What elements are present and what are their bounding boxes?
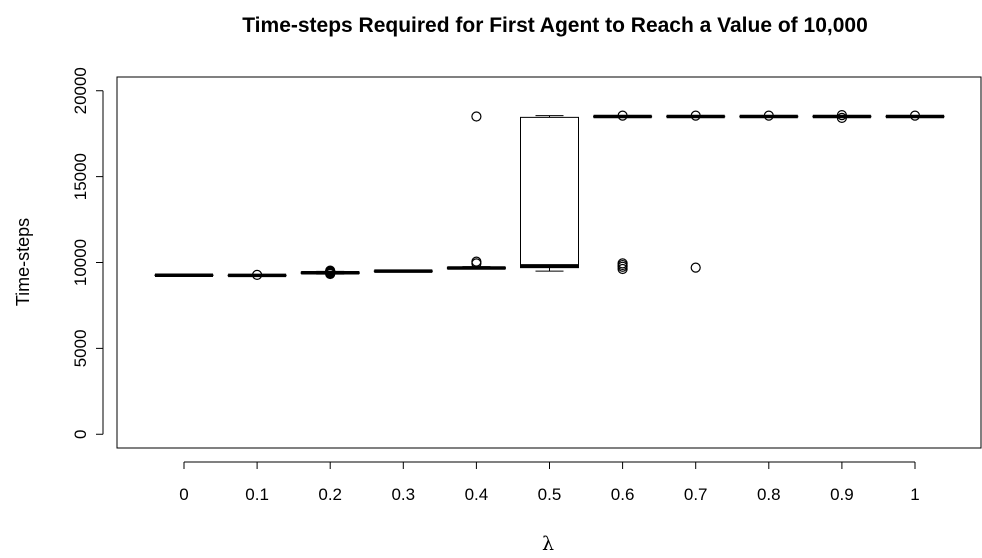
x-tick-label: 0.4 xyxy=(465,485,489,504)
x-tick-label: 0 xyxy=(179,485,188,504)
box-0.9 xyxy=(812,110,872,123)
x-axis: 0 0.1 0.2 0.3 0.4 0.5 0.6 0.7 0.8 0.9 1 xyxy=(179,461,920,504)
box-0 xyxy=(154,273,214,277)
y-tick-label: 5000 xyxy=(71,329,90,367)
y-tick-label: 10000 xyxy=(71,239,90,286)
box-0.7 xyxy=(666,110,726,273)
outlier-point xyxy=(471,111,482,122)
x-tick-label: 0.9 xyxy=(830,485,854,504)
box-0.5 xyxy=(520,115,579,272)
iqr-box xyxy=(520,116,579,269)
plot-area xyxy=(116,76,982,449)
x-axis-label: λ xyxy=(542,533,554,555)
outlier-point xyxy=(836,112,848,123)
y-axis: 0 5000 10000 15000 20000 xyxy=(71,67,104,439)
box-0.6 xyxy=(593,110,653,275)
box-0.2 xyxy=(300,265,360,280)
box-0.8 xyxy=(739,110,799,121)
x-tick-label: 1 xyxy=(910,485,919,504)
outlier-point xyxy=(617,110,628,121)
x-tick-label: 0.8 xyxy=(757,485,781,504)
outlier-point xyxy=(690,110,701,121)
outlier-point xyxy=(325,265,336,276)
outlier-point xyxy=(836,110,848,121)
y-tick-label: 20000 xyxy=(71,67,90,114)
chart-title: Time-steps Required for First Agent to R… xyxy=(242,14,868,37)
y-tick-label: 0 xyxy=(71,430,90,439)
x-tick-label: 0.3 xyxy=(391,485,415,504)
x-tick-label: 0.7 xyxy=(684,485,708,504)
x-tick-label: 0.6 xyxy=(611,485,635,504)
box-1 xyxy=(885,110,945,121)
y-tick-label: 15000 xyxy=(71,153,90,200)
box-0.4 xyxy=(446,111,506,270)
box-0.3 xyxy=(373,269,433,273)
x-tick-label: 0.5 xyxy=(538,485,562,504)
x-tick-label: 0.1 xyxy=(245,485,269,504)
outlier-point xyxy=(763,110,774,121)
x-tick-label: 0.2 xyxy=(318,485,342,504)
box-0.1 xyxy=(227,269,287,280)
outlier-point xyxy=(617,263,628,275)
outlier-point xyxy=(690,262,701,273)
box-series xyxy=(154,110,945,280)
outlier-point xyxy=(252,269,263,280)
y-axis-label: Time-steps xyxy=(13,218,33,306)
outlier-point xyxy=(471,258,482,269)
outlier-point xyxy=(909,110,921,121)
